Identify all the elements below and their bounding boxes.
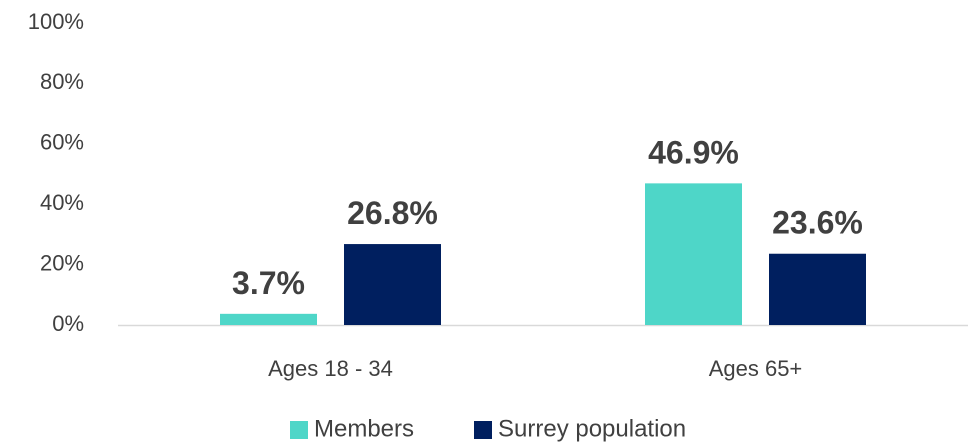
bar-surrey-population bbox=[344, 244, 441, 325]
data-label: 26.8% bbox=[347, 195, 438, 231]
y-tick-label: 40% bbox=[40, 190, 84, 215]
bar-members bbox=[645, 183, 742, 325]
data-label: 23.6% bbox=[772, 205, 863, 241]
legend-label: Surrey population bbox=[498, 415, 686, 442]
y-tick-label: 60% bbox=[40, 130, 84, 155]
bar-members bbox=[220, 313, 317, 325]
bar-surrey-population bbox=[769, 253, 866, 325]
y-tick-label: 0% bbox=[52, 311, 84, 336]
category-label: Ages 65+ bbox=[709, 356, 803, 381]
category-label: Ages 18 - 34 bbox=[268, 356, 393, 381]
legend-label: Members bbox=[314, 415, 414, 442]
y-tick-label: 100% bbox=[28, 9, 84, 34]
legend-swatch-members bbox=[290, 421, 308, 439]
data-label: 46.9% bbox=[648, 134, 739, 170]
y-tick-label: 80% bbox=[40, 69, 84, 94]
data-label: 3.7% bbox=[232, 265, 305, 301]
y-tick-label: 20% bbox=[40, 250, 84, 275]
legend-swatch-surrey-population bbox=[474, 421, 492, 439]
